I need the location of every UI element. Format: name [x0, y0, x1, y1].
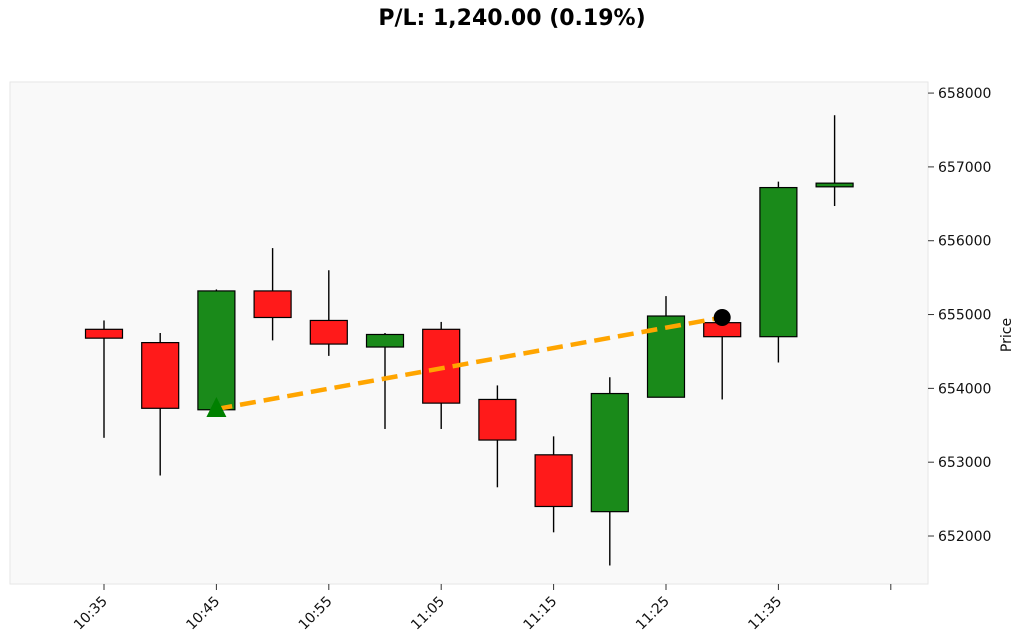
- candle: [534, 436, 573, 533]
- y-tick-label: 652000: [938, 529, 991, 545]
- y-tick-label: 654000: [938, 381, 991, 397]
- candle-body: [590, 392, 629, 513]
- candle: [590, 377, 629, 566]
- exit-marker: [713, 308, 731, 326]
- x-tick-label: 11:15: [521, 594, 561, 634]
- entry-marker: [206, 397, 227, 418]
- candle: [253, 248, 292, 341]
- candle: [365, 333, 405, 429]
- candle-body: [534, 454, 573, 508]
- x-tick-label: 11:35: [745, 594, 785, 634]
- candle: [197, 289, 236, 411]
- candles-layer: [84, 115, 854, 566]
- y-axis-label: Price: [999, 318, 1015, 352]
- candle-body: [365, 333, 405, 348]
- candle: [141, 333, 180, 476]
- candle-body: [197, 290, 236, 411]
- candle-body: [141, 341, 180, 409]
- candle: [84, 320, 124, 438]
- candle: [759, 181, 798, 363]
- y-axis: 652000 653000 654000 655000 656000 657000 6580…: [928, 86, 991, 545]
- candle-body: [309, 319, 348, 345]
- x-axis: 10:35 10:45 10:55 11:05 11:15 11:25 11:35: [71, 584, 892, 634]
- candle-body: [84, 328, 124, 339]
- x-tick-label: 11:05: [408, 594, 448, 634]
- candle-body: [759, 186, 798, 338]
- trade-line: [215, 315, 723, 412]
- candle-body: [478, 398, 517, 441]
- x-tick-label: 10:45: [183, 594, 223, 634]
- y-tick-label: 658000: [938, 86, 991, 102]
- candle-body: [253, 290, 292, 319]
- candle: [815, 115, 854, 207]
- y-tick-label: 655000: [938, 308, 991, 324]
- y-tick-label: 653000: [938, 455, 991, 471]
- x-tick-label: 10:55: [296, 594, 336, 634]
- x-tick-label: 10:35: [71, 594, 111, 634]
- x-tick-label: 11:25: [633, 594, 673, 634]
- candle-body: [815, 182, 854, 188]
- y-tick-label: 657000: [938, 160, 991, 176]
- y-tick-label: 656000: [938, 234, 991, 250]
- chart-title: P/L: 1,240.00 (0.19%): [378, 6, 646, 31]
- candle: [309, 270, 348, 356]
- candle: [478, 385, 517, 488]
- trade-layer: [206, 308, 731, 418]
